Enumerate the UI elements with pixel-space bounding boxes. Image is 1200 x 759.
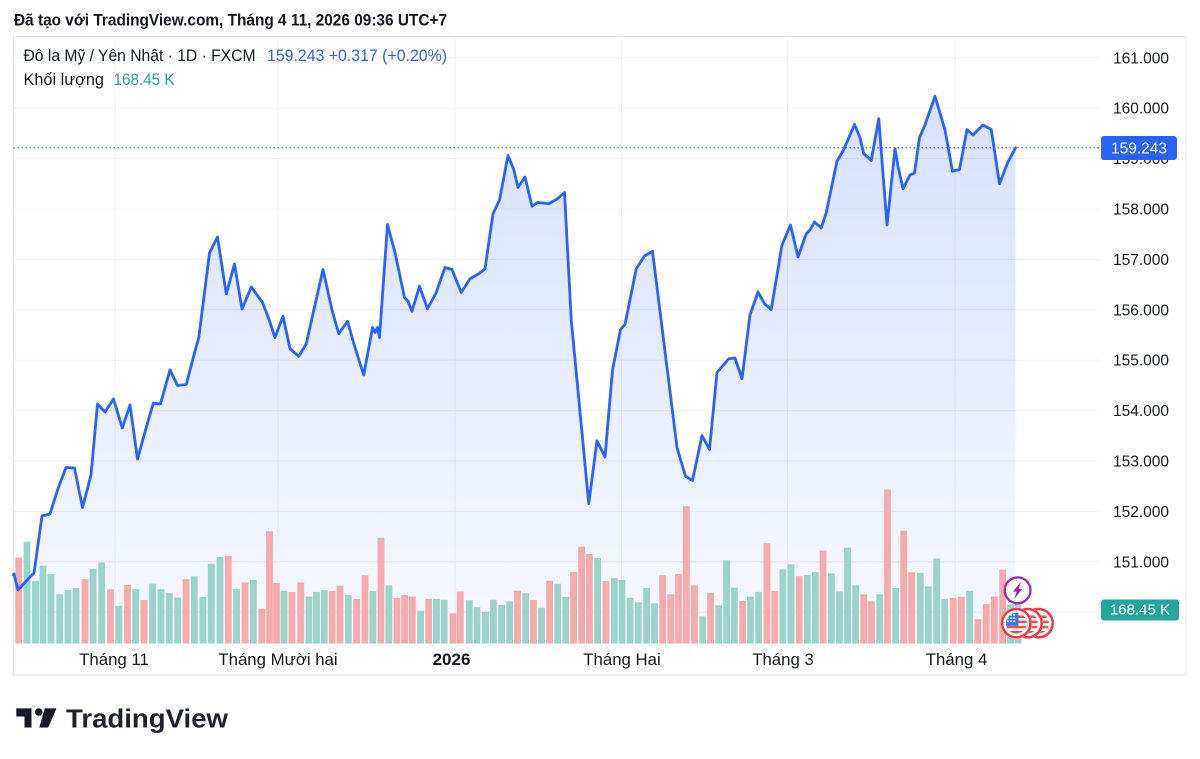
svg-text:158.000: 158.000 [1113,202,1169,219]
svg-text:160.000: 160.000 [1113,101,1169,118]
svg-text:Đô la Mỹ / Yên Nhật · 1D · FXC: Đô la Mỹ / Yên Nhật · 1D · FXCM [24,46,256,65]
svg-text:2026: 2026 [433,650,471,669]
svg-text:154.000: 154.000 [1113,403,1169,420]
svg-text:156.000: 156.000 [1113,302,1169,319]
svg-text:Đã tạo với TradingView.com, Th: Đã tạo với TradingView.com, Tháng 4 11, … [14,11,447,30]
svg-text:159.243: 159.243 [1111,141,1167,158]
svg-text:161.000: 161.000 [1113,50,1169,67]
svg-text:159.243 +0.317 (+0.20%): 159.243 +0.317 (+0.20%) [267,46,447,65]
svg-text:155.000: 155.000 [1113,353,1169,370]
svg-text:TradingView: TradingView [66,704,229,734]
svg-text:151.000: 151.000 [1113,554,1169,571]
svg-text:157.000: 157.000 [1113,252,1169,269]
svg-text:Khối lượng: Khối lượng [24,70,105,89]
svg-text:Tháng 4: Tháng 4 [926,650,988,669]
svg-text:168.45 K: 168.45 K [1110,602,1170,619]
svg-text:152.000: 152.000 [1113,504,1169,521]
svg-text:Tháng 3: Tháng 3 [752,650,814,669]
svg-text:153.000: 153.000 [1113,454,1169,471]
svg-text:Tháng Hai: Tháng Hai [583,650,660,669]
svg-text:168.45 K: 168.45 K [114,70,176,89]
svg-text:Tháng 11: Tháng 11 [79,650,149,669]
svg-text:Tháng Mười hai: Tháng Mười hai [218,650,337,669]
